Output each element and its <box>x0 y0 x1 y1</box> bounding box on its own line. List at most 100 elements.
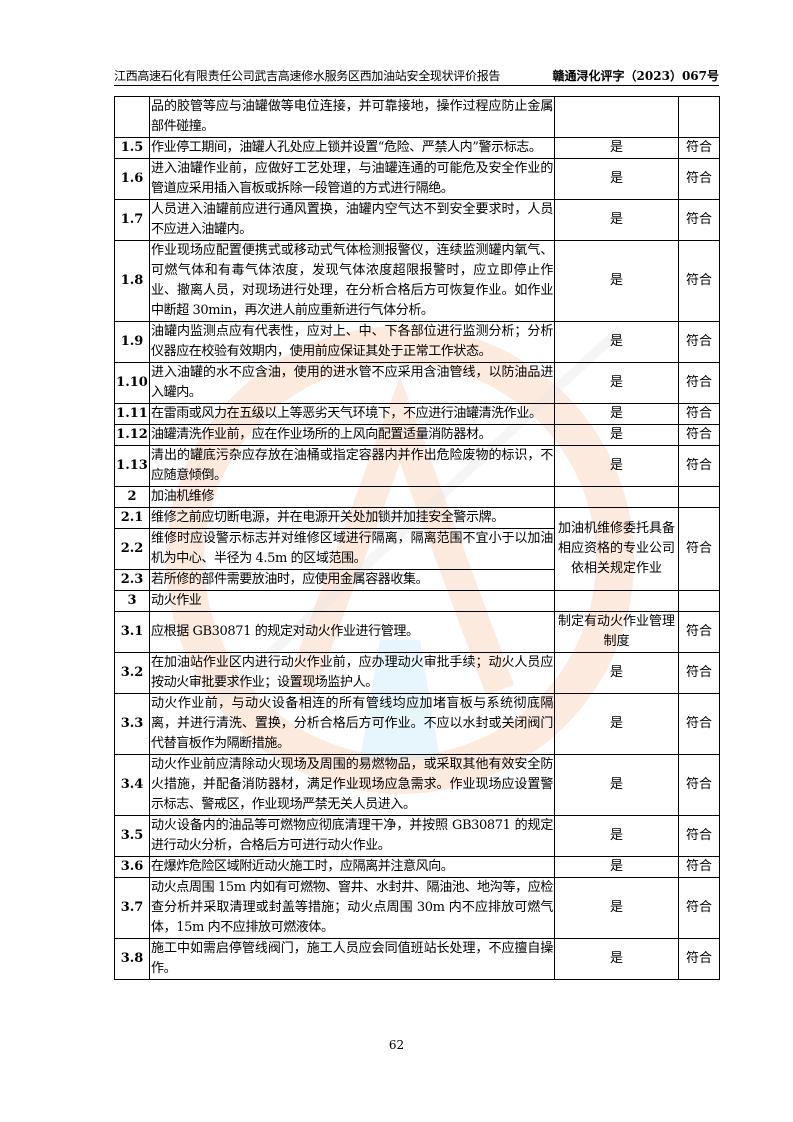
section-row: 3 动火作业 <box>114 590 720 612</box>
table-row: 1.8 作业现场应配置便携式或移动式气体检测报警仪，连续监测罐内氧气、可燃气体和有… <box>114 240 720 322</box>
item-requirement: 进入油罐的水不应含油，使用的进水管不应采用含油管线，以防油品进入罐内。 <box>149 362 555 404</box>
item-requirement: 动火设备内的油品等可燃物应彻底清理干净，并按照 GB30871 的规定进行动火分… <box>149 815 555 857</box>
actual-situation: 是 <box>554 321 679 363</box>
actual-situation: 是 <box>554 362 679 404</box>
actual-situation: 是 <box>554 938 679 980</box>
conclusion: 符合 <box>678 815 720 857</box>
item-number: 3.2 <box>114 652 150 694</box>
item-number: 1.13 <box>114 445 150 487</box>
item-number: 1.11 <box>114 403 150 425</box>
document-number: 赣通浔化评字（2023）067号 <box>552 69 719 83</box>
report-title: 江西高速石化有限责任公司武吉高速修水服务区西加油站安全现状评价报告 <box>114 69 501 83</box>
item-requirement: 若所修的部件需要放油时，应使用金属容器收集。 <box>149 569 555 591</box>
table-row: 3.2 在加油站作业区内进行动火作业前，应办理动火审批手续；动火人员应按动火审批要… <box>114 652 720 694</box>
actual-situation: 是 <box>554 424 679 446</box>
actual-situation: 是 <box>554 240 679 322</box>
actual-situation: 是 <box>554 754 679 816</box>
item-number: 3.8 <box>114 938 150 980</box>
conclusion: 符合 <box>678 424 720 446</box>
item-requirement: 在雷雨或风力在五级以上等恶劣天气环境下，不应进行油罐清洗作业。 <box>149 403 555 425</box>
item-number: 1.10 <box>114 362 150 404</box>
item-requirement: 动火作业 <box>149 590 555 612</box>
conclusion: 符合 <box>678 693 720 755</box>
table-row: 1.7 人员进入油罐前应进行通风置换，油罐内空气达不到安全要求时，人员不应进入油罐… <box>114 199 720 241</box>
conclusion <box>678 486 720 508</box>
table-row: 1.11 在雷雨或风力在五级以上等恶劣天气环境下，不应进行油罐清洗作业。是符合 <box>114 403 720 425</box>
table-row: 3.1 应根据 GB30871 的规定对动火作业进行管理。 制定有动火作业管理制度符… <box>114 611 720 653</box>
page-header: 江西高速石化有限责任公司武吉高速修水服务区西加油站安全现状评价报告 赣通浔化评字… <box>114 68 719 86</box>
conclusion <box>678 590 720 612</box>
item-requirement: 人员进入油罐前应进行通风置换，油罐内空气达不到安全要求时，人员不应进入油罐内。 <box>149 199 555 241</box>
conclusion <box>678 96 720 138</box>
item-number: 2 <box>114 486 150 508</box>
table-row: 1.10 进入油罐的水不应含油，使用的进水管不应采用含油管线，以防油品进入罐内。是… <box>114 362 720 404</box>
item-requirement: 维修时应设警示标志并对维修区域进行隔离，隔离范围不宜小于以加油机为中心、半径为 … <box>149 528 555 570</box>
item-requirement: 在爆炸危险区域附近动火施工时，应隔离并注意风向。 <box>149 856 555 878</box>
item-requirement: 作业停工期间，油罐人孔处应上锁并设置“危险、严禁人内”警示标志。 <box>149 137 555 159</box>
conclusion: 符合 <box>678 158 720 200</box>
table-row: 3.4 动火作业前应清除动火现场及周围的易燃物品，或采取其他有效安全防火措施，并配… <box>114 754 720 816</box>
actual-situation <box>554 486 679 508</box>
table-row: 1.13 清出的罐底污杂应存放在油桶或指定容器内并作出危险废物的标识，不应随意倾倒… <box>114 445 720 487</box>
table-row: 2.3 若所修的部件需要放油时，应使用金属容器收集。 <box>114 569 720 591</box>
item-number: 1.8 <box>114 240 150 322</box>
item-requirement: 油罐清洗作业前，应在作业场所的上风向配置适量消防器材。 <box>149 424 555 446</box>
actual-situation: 是 <box>554 137 679 159</box>
conclusion: 符合 <box>678 938 720 980</box>
item-number: 2.2 <box>114 528 150 570</box>
table-row: 2.1 维修之前应切断电源，并在电源开关处加锁并加挂安全警示牌。 加油机维修委托具备… <box>114 507 720 591</box>
item-requirement: 品的胶管等应与油罐做等电位连接，并可靠接地，操作过程应防止金属部件碰撞。 <box>149 96 555 138</box>
conclusion: 符合 <box>678 611 720 653</box>
item-number: 2.1 <box>114 507 150 529</box>
table-row: 品的胶管等应与油罐做等电位连接，并可靠接地，操作过程应防止金属部件碰撞。 <box>114 96 720 138</box>
conclusion: 符合 <box>678 362 720 404</box>
item-requirement: 进入油罐作业前，应做好工艺处理，与油罐连通的可能危及安全作业的管道应采用插入盲板… <box>149 158 555 200</box>
actual-situation: 是 <box>554 693 679 755</box>
table-row: 3.3 动火作业前，与动火设备相连的所有管线均应加堵盲板与系统彻底隔离，并进行清洗… <box>114 693 720 755</box>
item-requirement: 加油机维修 <box>149 486 555 508</box>
conclusion: 符合 <box>678 877 720 939</box>
item-requirement: 动火作业前应清除动火现场及周围的易燃物品，或采取其他有效安全防火措施，并配备消防… <box>149 754 555 816</box>
item-number: 1.7 <box>114 199 150 241</box>
actual-situation: 是 <box>554 856 679 878</box>
conclusion: 符合 <box>678 240 720 322</box>
item-number: 1.12 <box>114 424 150 446</box>
checklist-table: 品的胶管等应与油罐做等电位连接，并可靠接地，操作过程应防止金属部件碰撞。 1.5 作… <box>114 96 720 980</box>
conclusion: 符合 <box>678 856 720 878</box>
table-row: 1.9 油罐内监测点应有代表性，应对上、中、下各部位进行监测分析；分析仪器应在校验… <box>114 321 720 363</box>
actual-situation: 是 <box>554 445 679 487</box>
actual-situation: 是 <box>554 403 679 425</box>
table-row: 3.8 施工中如需启停管线阀门，施工人员应会同值班站长处理，不应擅自操作。是符合 <box>114 938 720 980</box>
section-row: 2 加油机维修 <box>114 486 720 508</box>
item-number: 1.6 <box>114 158 150 200</box>
conclusion: 符合 <box>678 137 720 159</box>
item-number: 3 <box>114 590 150 612</box>
item-requirement: 动火作业前，与动火设备相连的所有管线均应加堵盲板与系统彻底隔离，并进行清洗、置换… <box>149 693 555 755</box>
item-number: 1.5 <box>114 137 150 159</box>
actual-situation: 是 <box>554 652 679 694</box>
actual-situation: 是 <box>554 158 679 200</box>
actual-situation: 是 <box>554 877 679 939</box>
item-requirement: 施工中如需启停管线阀门，施工人员应会同值班站长处理，不应擅自操作。 <box>149 938 555 980</box>
conclusion: 符合 <box>678 199 720 241</box>
item-number: 3.5 <box>114 815 150 857</box>
actual-situation <box>554 590 679 612</box>
item-number: 3.7 <box>114 877 150 939</box>
item-requirement: 作业现场应配置便携式或移动式气体检测报警仪，连续监测罐内氧气、可燃气体和有毒气体… <box>149 240 555 322</box>
table-row: 3.6 在爆炸危险区域附近动火施工时，应隔离并注意风向。是符合 <box>114 856 720 878</box>
actual-situation: 加油机维修委托具备相应资格的专业公司依相关规定作业 <box>554 507 679 591</box>
item-number: 1.9 <box>114 321 150 363</box>
item-requirement: 维修之前应切断电源，并在电源开关处加锁并加挂安全警示牌。 <box>149 507 555 529</box>
actual-situation <box>554 96 679 138</box>
actual-situation: 是 <box>554 815 679 857</box>
table-row: 3.7 动火点周围 15m 内如有可燃物、窨井、水封井、隔油池、地沟等，应检查分析… <box>114 877 720 939</box>
actual-situation: 是 <box>554 199 679 241</box>
item-requirement: 油罐内监测点应有代表性，应对上、中、下各部位进行监测分析；分析仪器应在校验有效期… <box>149 321 555 363</box>
item-number: 3.4 <box>114 754 150 816</box>
page-number: 62 <box>388 1038 405 1052</box>
conclusion: 符合 <box>678 445 720 487</box>
conclusion: 符合 <box>678 652 720 694</box>
item-requirement: 应根据 GB30871 的规定对动火作业进行管理。 <box>149 611 555 653</box>
conclusion: 符合 <box>678 754 720 816</box>
table-row: 1.6 进入油罐作业前，应做好工艺处理，与油罐连通的可能危及安全作业的管道应采用插… <box>114 158 720 200</box>
